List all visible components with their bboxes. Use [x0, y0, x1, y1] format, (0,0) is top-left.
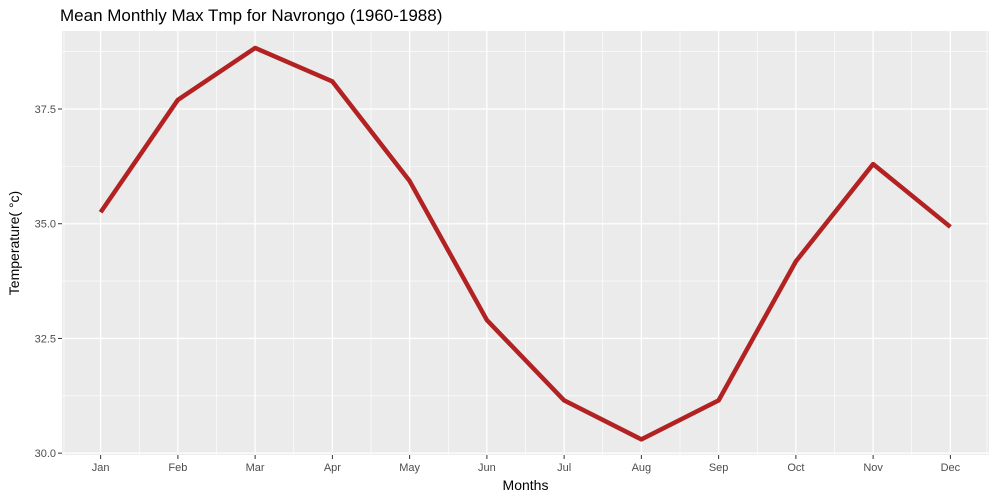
y-axis-title: Temperature( °c) [6, 191, 22, 295]
x-tick-label: Oct [787, 462, 804, 474]
x-axis: Jan Feb Mar Apr May Jun Jul Aug Sep Oct Nov Dec [92, 455, 961, 474]
x-tick-label: Mar [246, 462, 265, 474]
series-line [98, 45, 952, 442]
grid-minor [62, 31, 989, 455]
y-axis: 30.0 32.5 35.0 37.5 [35, 104, 62, 460]
x-tick-label: Jan [92, 462, 110, 474]
x-tick-label: Sep [709, 462, 729, 474]
x-tick-label: Dec [941, 462, 961, 474]
x-tick-label: Jul [557, 462, 571, 474]
y-tick-label: 37.5 [35, 104, 56, 116]
x-tick-label: May [399, 462, 420, 474]
y-tick-label: 30.0 [35, 448, 56, 460]
x-tick-label: Apr [324, 462, 341, 474]
x-tick-label: Aug [632, 462, 652, 474]
x-tick-label: Feb [168, 462, 187, 474]
x-tick-label: Nov [863, 462, 883, 474]
y-tick-label: 35.0 [35, 219, 56, 231]
series-layer [98, 45, 952, 442]
chart-title: Mean Monthly Max Tmp for Navrongo (1960-… [60, 6, 443, 25]
x-axis-title: Months [503, 477, 549, 493]
x-tick-label: Jun [478, 462, 496, 474]
y-tick-label: 32.5 [35, 333, 56, 345]
